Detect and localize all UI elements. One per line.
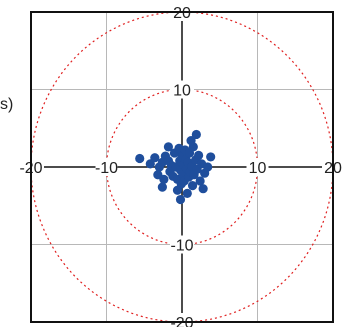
data-point — [157, 182, 167, 192]
data-point — [194, 150, 204, 160]
y-tick-label-bg — [170, 313, 194, 327]
data-point — [182, 188, 192, 198]
y-axis-label-fragment: s) — [0, 96, 14, 113]
y-tick-label: -10 — [170, 238, 193, 255]
data-point — [175, 194, 186, 205]
y-tick-label: 20 — [173, 5, 191, 22]
data-points — [135, 129, 216, 205]
x-tick-label: 10 — [249, 160, 267, 177]
data-point — [135, 153, 145, 164]
data-point — [186, 136, 196, 146]
data-point — [191, 129, 201, 140]
data-point — [172, 185, 183, 195]
y-tick-label: 10 — [173, 83, 191, 100]
data-point — [150, 153, 160, 163]
data-point — [206, 152, 216, 162]
data-point — [159, 174, 169, 184]
y-tick-label-bg — [170, 80, 194, 99]
x-tick-label-bg — [95, 158, 118, 176]
plot-frame — [30, 11, 334, 323]
x-tick-label: -10 — [95, 160, 118, 177]
data-point — [195, 176, 205, 186]
x-tick-label-bg — [246, 158, 269, 176]
data-point — [203, 162, 213, 172]
data-point — [187, 181, 198, 191]
data-point — [198, 184, 208, 194]
data-point — [163, 142, 174, 152]
y-tick-label-bg — [170, 235, 194, 254]
